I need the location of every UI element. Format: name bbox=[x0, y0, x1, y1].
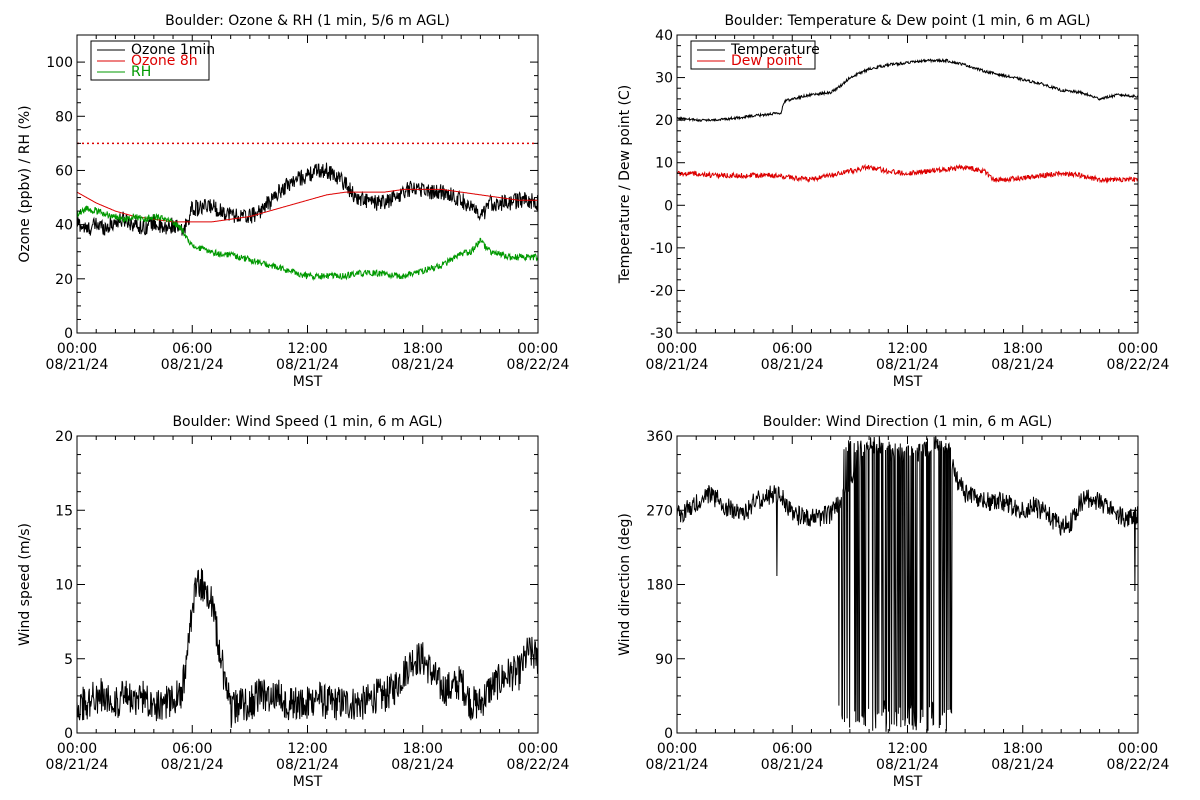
y-tick-label: 0 bbox=[664, 726, 673, 742]
chart-panel-2: Boulder: Temperature & Dew point (1 min,… bbox=[617, 13, 1170, 390]
x-tick-label-date: 08/21/24 bbox=[646, 757, 709, 773]
x-tick-label-time: 00:00 bbox=[57, 741, 97, 757]
legend-box bbox=[690, 40, 816, 70]
series-line-ozone-8h bbox=[76, 188, 538, 223]
y-tick-label: -10 bbox=[650, 241, 673, 257]
y-axis-label: Wind speed (m/s) bbox=[17, 523, 33, 646]
x-tick-label-time: 00:00 bbox=[657, 741, 697, 757]
x-tick-label-date: 08/21/24 bbox=[646, 357, 709, 373]
plot-frame bbox=[676, 34, 1139, 334]
x-tick-label-time: 00:00 bbox=[57, 341, 97, 357]
chart-title: Boulder: Ozone & RH (1 min, 5/6 m AGL) bbox=[165, 13, 450, 29]
chart-title: Boulder: Wind Speed (1 min, 6 m AGL) bbox=[172, 414, 442, 430]
y-tick-label: 90 bbox=[655, 652, 673, 668]
y-axis-label: Temperature / Dew point (C) bbox=[617, 85, 633, 284]
x-tick-label-date: 08/22/24 bbox=[1107, 757, 1170, 773]
x-tick-label-date: 08/21/24 bbox=[876, 357, 939, 373]
x-tick-label-date: 08/21/24 bbox=[761, 757, 824, 773]
chart-title: Boulder: Wind Direction (1 min, 6 m AGL) bbox=[763, 414, 1052, 430]
y-tick-label: 5 bbox=[64, 652, 73, 668]
x-tick-label-date: 08/21/24 bbox=[391, 757, 454, 773]
x-tick-label-date: 08/21/24 bbox=[46, 357, 109, 373]
series-line-data bbox=[676, 435, 1139, 733]
y-tick-label: 10 bbox=[655, 156, 673, 172]
legend-label: RH bbox=[131, 64, 151, 80]
series-line-temperature bbox=[677, 57, 1139, 123]
x-axis-label: MST bbox=[293, 374, 323, 390]
y-axis-label: Ozone (ppbv) / RH (%) bbox=[17, 105, 33, 262]
x-tick-label-date: 08/21/24 bbox=[991, 757, 1054, 773]
x-tick-label-date: 08/21/24 bbox=[391, 357, 454, 373]
x-tick-label-date: 08/22/24 bbox=[507, 757, 570, 773]
y-tick-label: 60 bbox=[55, 163, 73, 179]
legend-label: Ozone 8h bbox=[131, 53, 198, 69]
x-tick-label-date: 08/21/24 bbox=[46, 757, 109, 773]
x-tick-label-date: 08/21/24 bbox=[161, 757, 224, 773]
x-tick-label-date: 08/21/24 bbox=[991, 357, 1054, 373]
x-tick-label-date: 08/22/24 bbox=[1107, 357, 1170, 373]
y-tick-label: 30 bbox=[655, 71, 673, 87]
x-tick-label-date: 08/21/24 bbox=[876, 757, 939, 773]
y-tick-label: 15 bbox=[55, 503, 73, 519]
chart-panel-3: Boulder: Wind Speed (1 min, 6 m AGL) Wind… bbox=[17, 414, 570, 790]
legend-label: Dew point bbox=[731, 53, 803, 69]
y-tick-label: 10 bbox=[55, 578, 73, 594]
chart-panel-1: Boulder: Ozone & RH (1 min, 5/6 m AGL) Oz… bbox=[17, 13, 570, 390]
y-tick-label: 20 bbox=[55, 272, 73, 288]
series-line-dew-point bbox=[676, 163, 1139, 184]
x-axis-label: MST bbox=[893, 374, 923, 390]
y-tick-label: 0 bbox=[64, 326, 73, 342]
x-tick-label-time: 12:00 bbox=[887, 341, 927, 357]
x-tick-label-date: 08/21/24 bbox=[276, 757, 339, 773]
y-tick-label: 0 bbox=[664, 198, 673, 214]
x-tick-label-time: 18:00 bbox=[1003, 741, 1043, 757]
x-tick-label-time: 00:00 bbox=[1118, 341, 1158, 357]
x-tick-label-date: 08/21/24 bbox=[761, 357, 824, 373]
y-tick-label: 20 bbox=[55, 429, 73, 445]
chart-panel-4: Boulder: Wind Direction (1 min, 6 m AGL)… bbox=[617, 414, 1170, 790]
series-line-rh bbox=[76, 205, 539, 282]
x-tick-label-date: 08/21/24 bbox=[276, 357, 339, 373]
y-tick-label: 100 bbox=[46, 55, 73, 71]
x-tick-label-time: 00:00 bbox=[518, 741, 558, 757]
x-tick-label-time: 00:00 bbox=[518, 341, 558, 357]
x-tick-label-time: 12:00 bbox=[287, 741, 327, 757]
legend-label: Temperature bbox=[730, 42, 820, 58]
legend-label: Ozone 1min bbox=[131, 42, 215, 58]
x-tick-label-time: 12:00 bbox=[287, 341, 327, 357]
x-tick-label-time: 06:00 bbox=[172, 341, 212, 357]
y-tick-label: -30 bbox=[650, 326, 673, 342]
y-tick-label: 80 bbox=[55, 109, 73, 125]
y-tick-label: -20 bbox=[650, 283, 673, 299]
x-tick-label-time: 12:00 bbox=[887, 741, 927, 757]
y-tick-label: 360 bbox=[646, 429, 673, 445]
x-tick-label-time: 06:00 bbox=[172, 741, 212, 757]
x-tick-label-time: 18:00 bbox=[403, 341, 443, 357]
x-tick-label-time: 06:00 bbox=[772, 741, 812, 757]
x-tick-label-time: 06:00 bbox=[772, 341, 812, 357]
x-axis-label: MST bbox=[893, 774, 923, 790]
chart-title: Boulder: Temperature & Dew point (1 min,… bbox=[724, 13, 1090, 29]
x-tick-label-time: 00:00 bbox=[1118, 741, 1158, 757]
y-tick-label: 0 bbox=[64, 726, 73, 742]
y-tick-label: 180 bbox=[646, 578, 673, 594]
x-axis-label: MST bbox=[293, 774, 323, 790]
y-tick-label: 270 bbox=[646, 503, 673, 519]
x-tick-label-time: 18:00 bbox=[1003, 341, 1043, 357]
x-tick-label-time: 00:00 bbox=[657, 341, 697, 357]
y-tick-label: 40 bbox=[655, 28, 673, 44]
y-tick-label: 20 bbox=[655, 113, 673, 129]
x-tick-label-date: 08/21/24 bbox=[161, 357, 224, 373]
x-tick-label-time: 18:00 bbox=[403, 741, 443, 757]
series-line-data bbox=[76, 568, 539, 728]
series-line-ozone-1min bbox=[76, 162, 539, 236]
y-tick-label: 40 bbox=[55, 218, 73, 234]
x-tick-label-date: 08/22/24 bbox=[507, 357, 570, 373]
y-axis-label: Wind direction (deg) bbox=[617, 513, 633, 656]
